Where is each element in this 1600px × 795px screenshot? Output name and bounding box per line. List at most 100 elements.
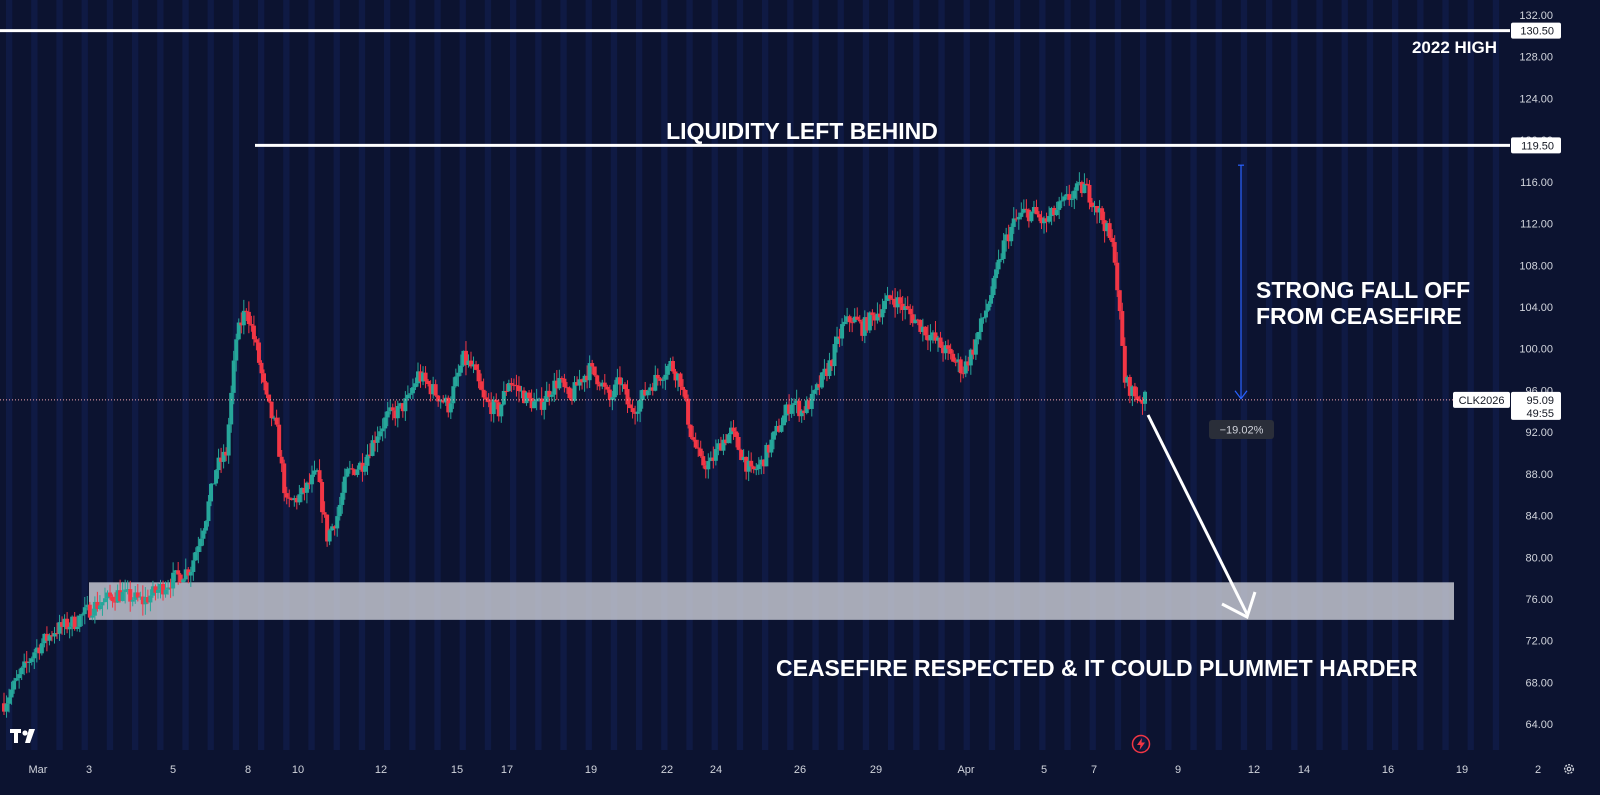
last-price: 95.09 xyxy=(1526,395,1554,407)
candle-body xyxy=(62,618,67,627)
measure-tool[interactable]: −19.02% xyxy=(1209,164,1274,439)
candle-body xyxy=(19,667,24,675)
candle-body xyxy=(726,434,731,444)
candle-body xyxy=(410,387,415,394)
candle-body xyxy=(761,459,766,467)
candle-body xyxy=(466,360,471,365)
candle-body xyxy=(1052,208,1057,216)
candle-body xyxy=(24,661,29,663)
session-band xyxy=(862,0,870,795)
candle-body xyxy=(1102,220,1107,232)
candle-body xyxy=(638,400,643,412)
candle-body xyxy=(532,401,537,409)
session-band xyxy=(258,0,265,795)
candle-body xyxy=(754,469,759,471)
candle-body xyxy=(471,364,476,367)
candle-body xyxy=(279,456,284,464)
candle-body xyxy=(312,470,317,475)
candle-body xyxy=(575,382,580,386)
lightning-icon[interactable] xyxy=(1131,734,1151,754)
candle-body xyxy=(731,427,736,432)
candle-body xyxy=(14,678,19,681)
candle-body xyxy=(976,331,981,340)
candle-body xyxy=(317,470,322,483)
candle-body xyxy=(905,306,910,309)
candle-body xyxy=(832,344,837,367)
candle-body xyxy=(875,313,880,321)
price-axis-tick: 132.00 xyxy=(1519,10,1553,22)
price-axis-tick: 116.00 xyxy=(1520,177,1553,189)
candle-body xyxy=(559,378,564,380)
candle-body xyxy=(582,375,587,383)
candle-body xyxy=(751,466,756,470)
time-axis-tick: 19 xyxy=(585,764,597,776)
candle-body xyxy=(322,512,327,515)
candle-body xyxy=(1143,391,1147,404)
candle-body xyxy=(287,497,292,499)
candle-body xyxy=(282,463,287,494)
candle-body xyxy=(426,380,431,385)
candle-body xyxy=(802,410,807,413)
candle-body xyxy=(910,314,915,324)
candle-body xyxy=(325,514,330,542)
candle-body xyxy=(718,443,723,451)
candle-body xyxy=(522,390,527,404)
candle-body xyxy=(274,417,279,425)
gear-icon[interactable] xyxy=(1562,762,1576,776)
price-axis-tick: 104.00 xyxy=(1519,302,1553,314)
candle-body xyxy=(12,680,17,690)
candle-body xyxy=(1135,396,1140,401)
candle-body xyxy=(431,384,436,395)
candle-body xyxy=(7,697,12,704)
tradingview-logo[interactable] xyxy=(10,727,40,745)
candle-body xyxy=(352,469,357,475)
demand-zone[interactable] xyxy=(89,582,1454,620)
candle-body xyxy=(847,316,852,323)
candle-body xyxy=(1054,209,1059,216)
session-band xyxy=(333,0,340,795)
candle-body xyxy=(17,674,22,679)
time-axis[interactable]: Mar 3 5 8 10 12 15 17 19 22 24 26 29 Apr 5 7 9 12 14 16 19 2 xyxy=(0,750,1600,795)
candle-body xyxy=(956,359,961,362)
candle-body xyxy=(95,601,100,610)
candle-body xyxy=(249,324,254,326)
candle-body xyxy=(870,312,875,316)
candle-body xyxy=(958,359,963,374)
candle-body xyxy=(120,592,125,602)
candle-body xyxy=(37,647,42,654)
candle-body xyxy=(244,310,249,312)
projection-arrowhead xyxy=(1221,591,1257,620)
time-axis-tick: 9 xyxy=(1175,764,1181,776)
candle-body xyxy=(1107,223,1112,238)
candle-body xyxy=(963,361,968,374)
candle-body xyxy=(2,703,6,712)
candle-body xyxy=(1074,183,1079,191)
candle-body xyxy=(1105,223,1110,232)
symbol-tag: CLK2026 xyxy=(1459,395,1505,407)
candle-body xyxy=(315,470,320,472)
price-axis-tick: 124.00 xyxy=(1519,93,1553,105)
candle-body xyxy=(423,372,428,381)
candle-body xyxy=(451,386,456,404)
candle-body xyxy=(368,454,373,456)
candle-body xyxy=(226,424,231,456)
candle-body xyxy=(577,379,582,386)
projection-arrow[interactable] xyxy=(1146,414,1257,620)
projection-arrow-line[interactable] xyxy=(1146,414,1249,615)
candle-body xyxy=(347,468,352,470)
candle-body xyxy=(620,384,625,386)
candle-body xyxy=(915,319,920,321)
candle-body xyxy=(703,465,708,470)
candle-body xyxy=(617,377,622,385)
annotation-ceasefire: CEASEFIRE RESPECTED & IT COULD PLUMMET H… xyxy=(776,655,1418,681)
candle-body xyxy=(605,386,610,390)
candle-body xyxy=(128,589,133,602)
candle-body xyxy=(108,592,113,597)
session-band xyxy=(1064,0,1071,795)
candle-body xyxy=(294,498,299,503)
candle-body xyxy=(587,363,592,381)
candle-body xyxy=(943,345,948,354)
candle-body xyxy=(544,390,549,402)
candle-body xyxy=(590,363,595,367)
